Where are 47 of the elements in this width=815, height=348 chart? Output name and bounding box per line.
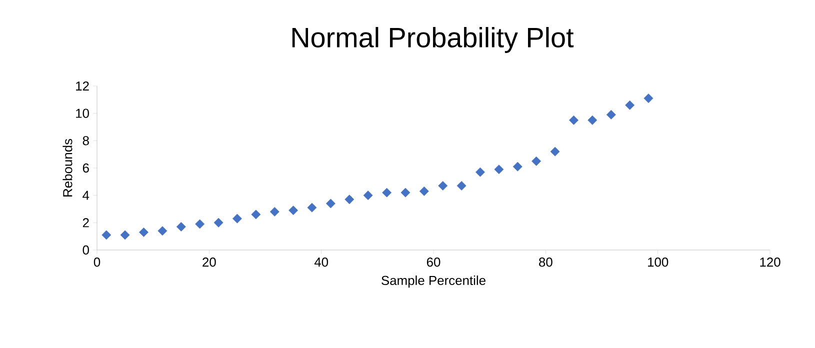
point (494, 164, 504, 174)
point (363, 190, 373, 200)
y-tick-label: 2 (82, 218, 89, 228)
x-tick-label: 80 (539, 258, 552, 267)
y-axis-title: Rebounds (62, 138, 72, 196)
point (326, 198, 336, 208)
x-tick-label: 100 (648, 258, 668, 267)
point (532, 156, 542, 166)
point (606, 110, 616, 120)
point (195, 219, 205, 229)
y-tick-label: 10 (76, 108, 89, 118)
point (307, 202, 317, 212)
point (588, 115, 598, 125)
point (176, 222, 186, 232)
point (382, 188, 392, 198)
point (400, 188, 410, 198)
y-tick-label: 12 (76, 81, 89, 91)
point (550, 146, 560, 156)
point (139, 228, 148, 237)
point (438, 181, 448, 190)
x-tick-label: 0 (94, 258, 100, 267)
point (270, 207, 280, 216)
x-tick-label: 60 (426, 258, 440, 267)
point (344, 194, 354, 204)
x-tick-label: 20 (202, 258, 216, 267)
point (512, 162, 522, 172)
point (476, 167, 485, 177)
y-tick-label: 4 (82, 190, 90, 200)
point (288, 206, 298, 216)
x-tick-label: 120 (760, 258, 780, 267)
point (251, 210, 261, 220)
point (158, 226, 168, 236)
point (232, 214, 242, 224)
x-axis-title: Sample Percentile (382, 276, 486, 288)
y-tick-label: 8 (82, 136, 89, 146)
y-tick-label: 6 (82, 163, 89, 173)
point (625, 100, 635, 110)
point (102, 230, 112, 240)
chart-title: Normal Probability Plot (292, 27, 574, 53)
point (214, 218, 224, 228)
point (456, 181, 466, 190)
point (644, 94, 654, 104)
y-tick-label: 0 (82, 245, 89, 255)
point (568, 115, 578, 125)
point (120, 230, 130, 240)
x-tick-label: 40 (314, 258, 328, 267)
point (419, 186, 429, 196)
